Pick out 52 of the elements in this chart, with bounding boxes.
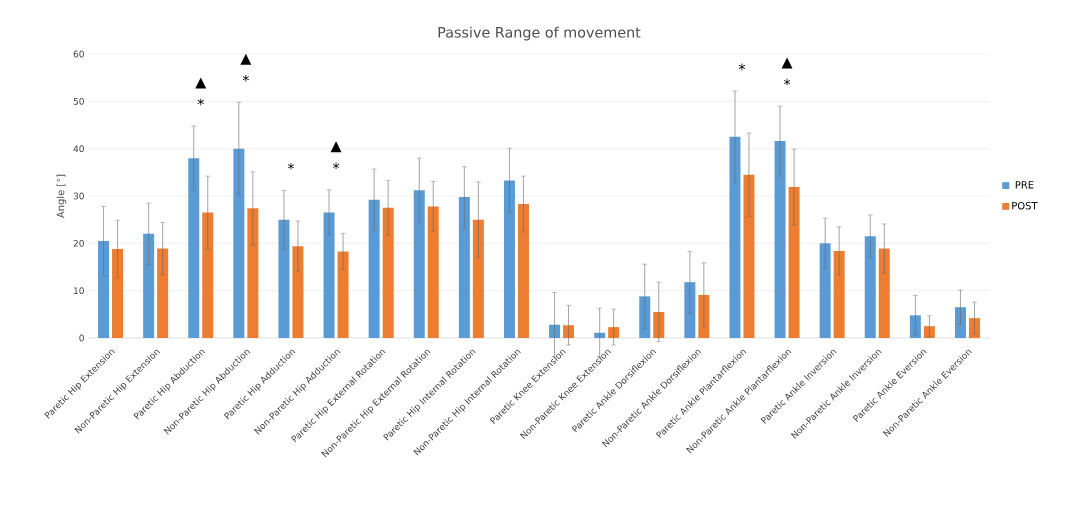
annotation: * [197,98,204,106]
bar [382,207,394,338]
y-axis-title: Angle [°] [56,174,67,219]
bar [143,233,155,338]
bar [729,136,741,338]
annotation: ▲ [195,77,207,89]
y-tick-label: 10 [74,287,84,295]
chart-title: Passive Range of movement [438,26,641,41]
y-tick-label: 60 [73,50,84,58]
bar [368,199,380,338]
bar [292,246,304,338]
bar [233,148,245,338]
annotation: ▲ [240,53,252,65]
annotation: * [242,74,250,82]
bar [472,219,484,338]
y-tick-label: 50 [73,97,84,105]
bar [427,206,439,338]
bar [278,219,290,338]
legend-label: PRE [1015,181,1034,189]
bar [188,158,200,338]
bar [458,196,470,338]
bar [323,212,335,338]
y-tick-label: 40 [73,145,84,153]
bar [98,240,110,338]
bar [247,208,259,338]
bar [788,187,800,338]
annotation: * [287,163,295,170]
bar [653,311,665,338]
y-tick-label: 20 [73,239,84,247]
annotation: * [332,162,340,170]
bar [563,325,575,338]
bar [878,248,890,338]
bar [819,243,831,338]
bar [774,141,786,338]
bar [413,190,425,338]
bar [503,180,515,338]
bar [517,204,529,338]
bar [743,174,755,338]
annotation: * [783,78,791,86]
bar [337,251,349,338]
annotation: * [738,63,746,71]
bar [833,250,845,338]
annotation: ▲ [781,57,793,69]
legend-label: POST [1012,201,1038,210]
bar [864,236,876,338]
y-tick-label: 30 [73,192,84,200]
bar [112,249,124,338]
bar [202,212,214,338]
bar [608,327,620,338]
y-tick-label: 0 [79,334,84,342]
annotation: ▲ [330,141,342,153]
bar [157,248,169,338]
